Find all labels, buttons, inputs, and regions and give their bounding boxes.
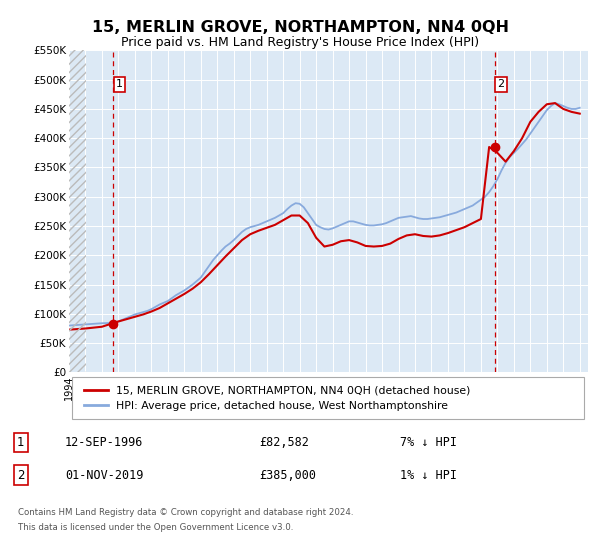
Text: 1: 1 xyxy=(116,79,123,89)
Text: 7% ↓ HPI: 7% ↓ HPI xyxy=(400,436,457,449)
Text: 1: 1 xyxy=(17,436,25,449)
Text: Price paid vs. HM Land Registry's House Price Index (HPI): Price paid vs. HM Land Registry's House … xyxy=(121,36,479,49)
Text: 2: 2 xyxy=(497,79,504,89)
Text: Contains HM Land Registry data © Crown copyright and database right 2024.: Contains HM Land Registry data © Crown c… xyxy=(18,508,353,517)
Legend: 15, MERLIN GROVE, NORTHAMPTON, NN4 0QH (detached house), HPI: Average price, det: 15, MERLIN GROVE, NORTHAMPTON, NN4 0QH (… xyxy=(80,381,475,415)
Text: 12-SEP-1996: 12-SEP-1996 xyxy=(65,436,143,449)
Text: £385,000: £385,000 xyxy=(259,469,316,482)
Text: 15, MERLIN GROVE, NORTHAMPTON, NN4 0QH: 15, MERLIN GROVE, NORTHAMPTON, NN4 0QH xyxy=(91,20,509,35)
Text: 1% ↓ HPI: 1% ↓ HPI xyxy=(400,469,457,482)
Text: 2: 2 xyxy=(17,469,25,482)
Text: 01-NOV-2019: 01-NOV-2019 xyxy=(65,469,143,482)
FancyBboxPatch shape xyxy=(71,377,584,419)
Text: £82,582: £82,582 xyxy=(259,436,309,449)
Text: This data is licensed under the Open Government Licence v3.0.: This data is licensed under the Open Gov… xyxy=(18,523,293,532)
